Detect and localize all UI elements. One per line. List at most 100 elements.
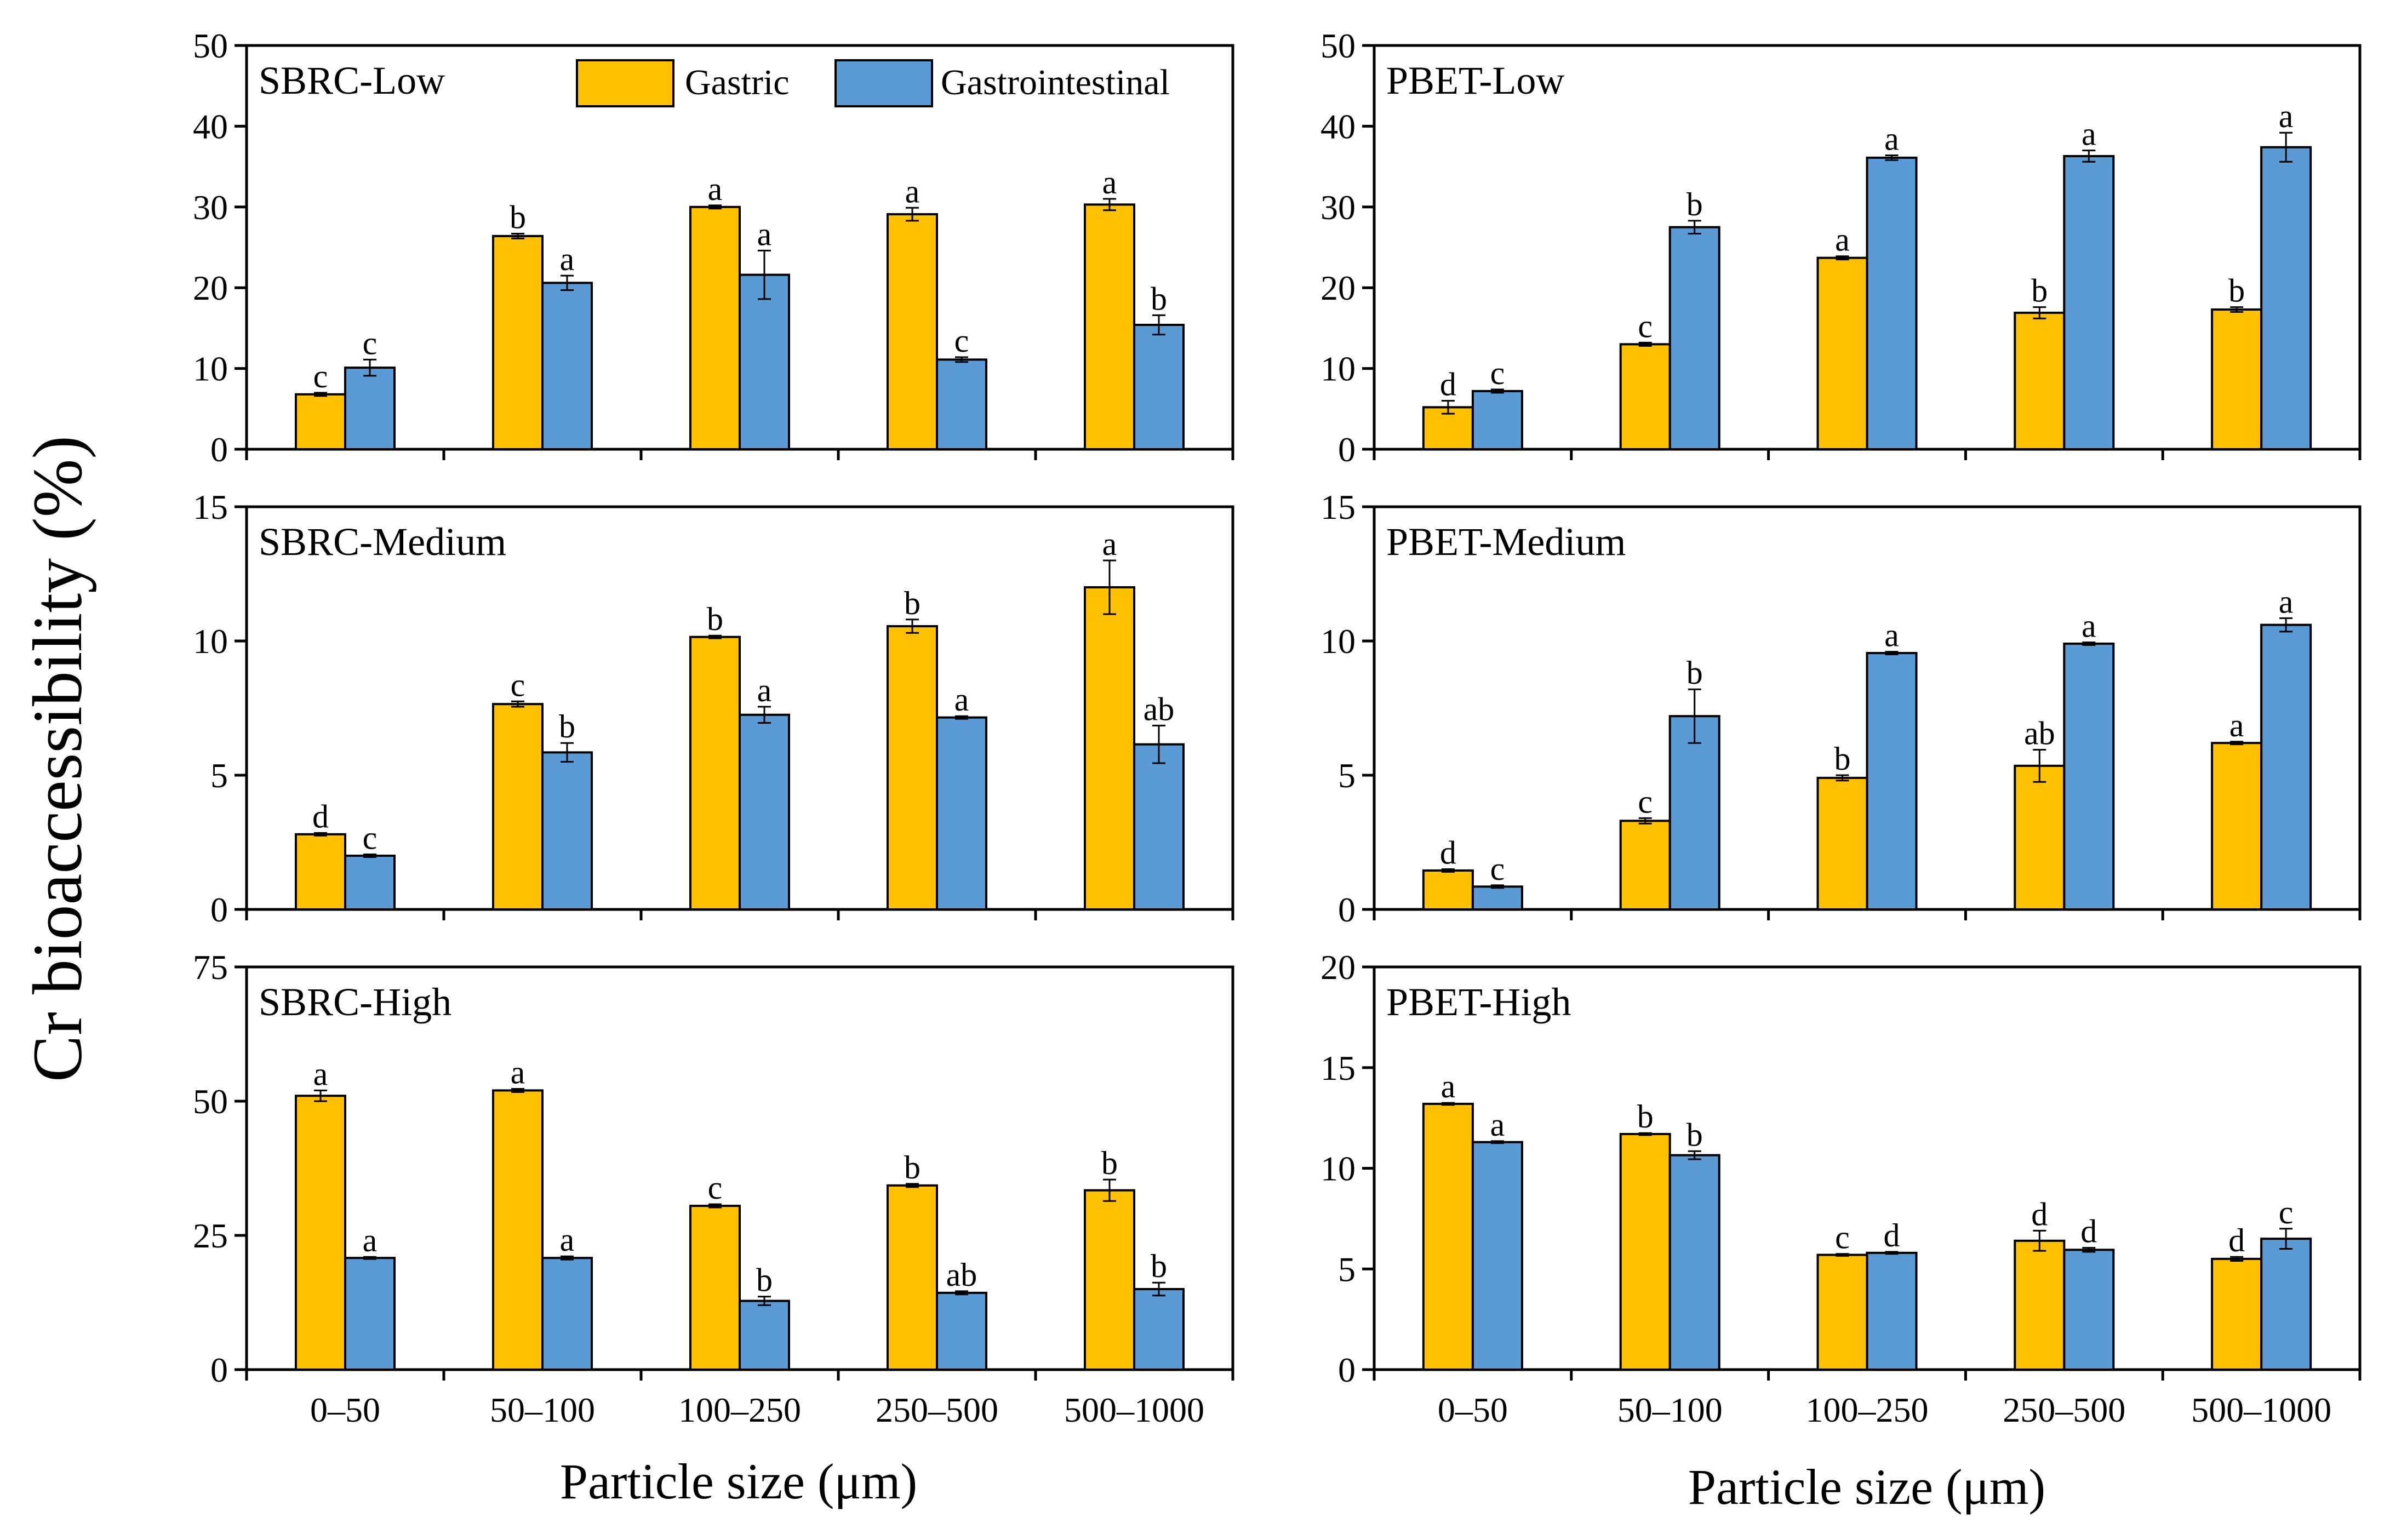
sbrc-medium-bar-gastric-4 [1084, 586, 1135, 911]
pbet-medium-bar-gastrointestinal-4 [2260, 623, 2312, 911]
sbrc-high-bar-gastrointestinal-2 [739, 1299, 790, 1371]
sbrc-high-xtick-label-1: 50–100 [490, 1390, 595, 1429]
pbet-high-bar-gastric-4 [2211, 1257, 2263, 1371]
sbrc-high-bar-gastrointestinal-4 [1133, 1288, 1185, 1371]
pbet-high-sig-label-0-2: c [1835, 1220, 1850, 1256]
pbet-medium-bar-gastric-0 [1422, 869, 1474, 911]
pbet-high-sig-label-1-4: c [2279, 1194, 2294, 1230]
sbrc-medium-bar-gastrointestinal-1 [541, 751, 593, 911]
pbet-medium-sig-label-1-1: b [1686, 655, 1703, 691]
sbrc-high-bar-gastric-3 [887, 1184, 938, 1371]
pbet-medium-sig-label-0-2: b [1834, 741, 1851, 777]
pbet-low-bar-gastric-1 [1619, 343, 1671, 450]
pbet-medium-bar-gastrointestinal-3 [2063, 642, 2115, 911]
panel-sbrc-high: 0 25 50 75 0–50 50–100 100–250 250–500 500–1000 S… [193, 948, 1234, 1429]
sbrc-medium-bar-gastrointestinal-2 [739, 713, 790, 911]
sbrc-medium-ytick-label-5: 5 [210, 756, 228, 795]
pbet-high-bar-gastrointestinal-2 [1866, 1251, 1918, 1371]
pbet-low-bar-gastrointestinal-2 [1866, 156, 1918, 450]
pbet-low-sig-label-0-0: d [1440, 367, 1456, 403]
pbet-medium-bar-gastric-4 [2211, 742, 2263, 911]
pbet-high-sig-label-1-3: d [2080, 1213, 2097, 1250]
pbet-low-sig-label-1-4: a [2279, 98, 2294, 134]
sbrc-high-bar-gastrointestinal-3 [936, 1291, 987, 1371]
sbrc-medium-ytick-label-10: 10 [193, 622, 228, 661]
pbet-high-xtick-label-1: 50–100 [1617, 1390, 1723, 1429]
sbrc-high-bar-gastric-4 [1084, 1189, 1135, 1371]
pbet-high-xtick-label-2: 100–250 [1806, 1390, 1929, 1429]
sbrc-medium-bar-gastrointestinal-4 [1133, 743, 1185, 911]
pbet-medium-bar-gastric-3 [2014, 764, 2066, 911]
pbet-low-sig-label-0-1: c [1638, 308, 1653, 344]
pbet-high-ytick-label-10: 10 [1320, 1149, 1356, 1188]
sbrc-high-xtick-label-4: 500–1000 [1064, 1390, 1204, 1429]
pbet-high-sig-label-0-3: d [2031, 1196, 2048, 1232]
sbrc-low-bar-gastrointestinal-2 [739, 273, 790, 450]
sbrc-low-sig-label-1-2: a [757, 216, 772, 252]
sbrc-medium-bar-gastric-3 [887, 625, 938, 911]
sbrc-low-bar-gastric-0 [295, 393, 346, 451]
pbet-low-sig-label-1-2: a [1884, 121, 1899, 157]
sbrc-medium-sig-label-1-2: a [757, 672, 772, 708]
sbrc-low-sig-label-1-0: c [363, 325, 378, 361]
pbet-high-xtick-label-4: 500–1000 [2191, 1390, 2331, 1429]
pbet-low-ytick-label-10: 10 [1320, 350, 1356, 388]
sbrc-medium-title: SBRC-Medium [259, 520, 506, 564]
sbrc-low-bar-gastrointestinal-4 [1133, 324, 1185, 451]
sbrc-low-sig-label-0-1: b [510, 199, 526, 235]
sbrc-high-ytick-label-50: 50 [193, 1082, 228, 1121]
sbrc-low-bar-gastrointestinal-1 [541, 282, 593, 451]
pbet-low-ytick-label-20: 20 [1320, 268, 1356, 307]
sbrc-medium-bar-gastric-2 [689, 636, 741, 911]
sbrc-low-bar-gastric-1 [492, 234, 544, 450]
sbrc-high-xtick-label-0: 0–50 [310, 1390, 380, 1429]
pbet-medium-title: PBET-Medium [1386, 520, 1626, 564]
sbrc-high-title: SBRC-High [259, 980, 451, 1024]
pbet-low-ytick-label-40: 40 [1320, 107, 1356, 146]
pbet-low-bar-gastric-4 [2211, 308, 2263, 450]
pbet-high-sig-label-0-1: b [1637, 1098, 1654, 1135]
sbrc-high-bar-gastric-0 [295, 1095, 346, 1371]
sbrc-high-bar-gastric-1 [492, 1089, 544, 1371]
sbrc-high-sig-label-1-3: ab [946, 1257, 977, 1293]
sbrc-medium-sig-label-1-0: c [363, 820, 378, 856]
pbet-low-title: PBET-Low [1386, 59, 1564, 102]
pbet-high-ytick-label-5: 5 [1338, 1250, 1356, 1289]
pbet-low-sig-label-0-2: a [1835, 222, 1850, 258]
pbet-low-sig-label-0-3: b [2031, 273, 2048, 309]
pbet-high-bar-gastric-1 [1619, 1133, 1671, 1371]
pbet-high-bar-gastrointestinal-0 [1471, 1141, 1523, 1371]
pbet-high-title: PBET-High [1386, 980, 1571, 1024]
pbet-medium-ytick-label-5: 5 [1338, 756, 1356, 795]
sbrc-high-bar-gastrointestinal-0 [344, 1257, 396, 1371]
pbet-low-ytick-label-0: 0 [1338, 430, 1356, 469]
sbrc-medium-ytick-label-0: 0 [210, 890, 228, 929]
pbet-high-sig-label-0-0: a [1441, 1068, 1456, 1104]
x-axis-title-right: Particle size (μm) [1688, 1459, 2045, 1515]
sbrc-low-ytick-label-30: 30 [193, 188, 228, 227]
sbrc-high-sig-label-1-2: b [756, 1262, 773, 1298]
sbrc-medium-sig-label-0-1: c [511, 667, 525, 703]
sbrc-medium-sig-label-0-4: a [1102, 526, 1117, 562]
pbet-high-bar-gastrointestinal-4 [2260, 1238, 2312, 1371]
sbrc-medium-sig-label-0-3: b [904, 585, 921, 621]
sbrc-medium-sig-label-1-1: b [559, 708, 575, 745]
pbet-medium-bar-gastrointestinal-1 [1668, 715, 1720, 911]
pbet-high-sig-label-1-0: a [1490, 1107, 1505, 1143]
pbet-high-xtick-label-3: 250–500 [2003, 1390, 2125, 1429]
sbrc-high-sig-label-0-1: a [511, 1054, 525, 1090]
pbet-high-ytick-label-0: 0 [1338, 1350, 1356, 1389]
sbrc-high-sig-label-1-1: a [560, 1222, 575, 1258]
pbet-medium-sig-label-1-4: a [2279, 583, 2294, 620]
pbet-medium-sig-label-0-3: ab [2024, 715, 2055, 751]
sbrc-low-bar-gastrointestinal-0 [344, 367, 396, 450]
pbet-medium-ytick-label-15: 15 [1320, 488, 1356, 526]
pbet-low-sig-label-0-4: b [2228, 273, 2245, 309]
pbet-low-bar-gastric-3 [2014, 311, 2066, 450]
sbrc-low-sig-label-0-3: a [905, 173, 920, 209]
pbet-medium-sig-label-1-0: c [1490, 851, 1505, 887]
sbrc-medium-sig-label-0-0: d [312, 798, 329, 834]
